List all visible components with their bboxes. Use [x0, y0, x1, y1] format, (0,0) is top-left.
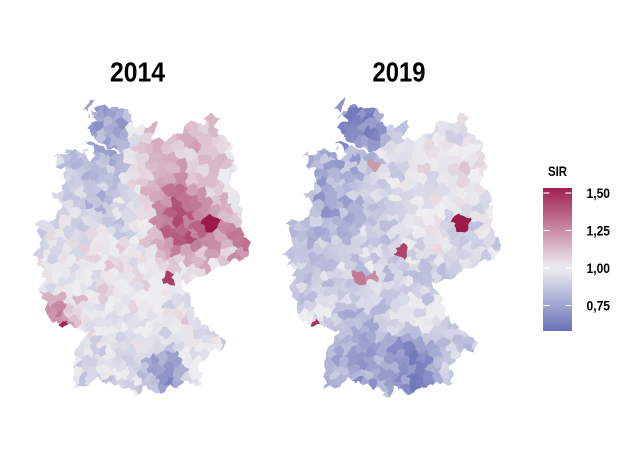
svg-text:1,25: 1,25: [587, 223, 611, 239]
svg-text:1,50: 1,50: [587, 185, 611, 201]
svg-text:2014: 2014: [110, 57, 165, 88]
svg-text:0,75: 0,75: [587, 298, 611, 314]
svg-text:2019: 2019: [373, 57, 426, 88]
svg-text:SIR: SIR: [548, 163, 567, 179]
svg-text:1,00: 1,00: [587, 260, 611, 276]
